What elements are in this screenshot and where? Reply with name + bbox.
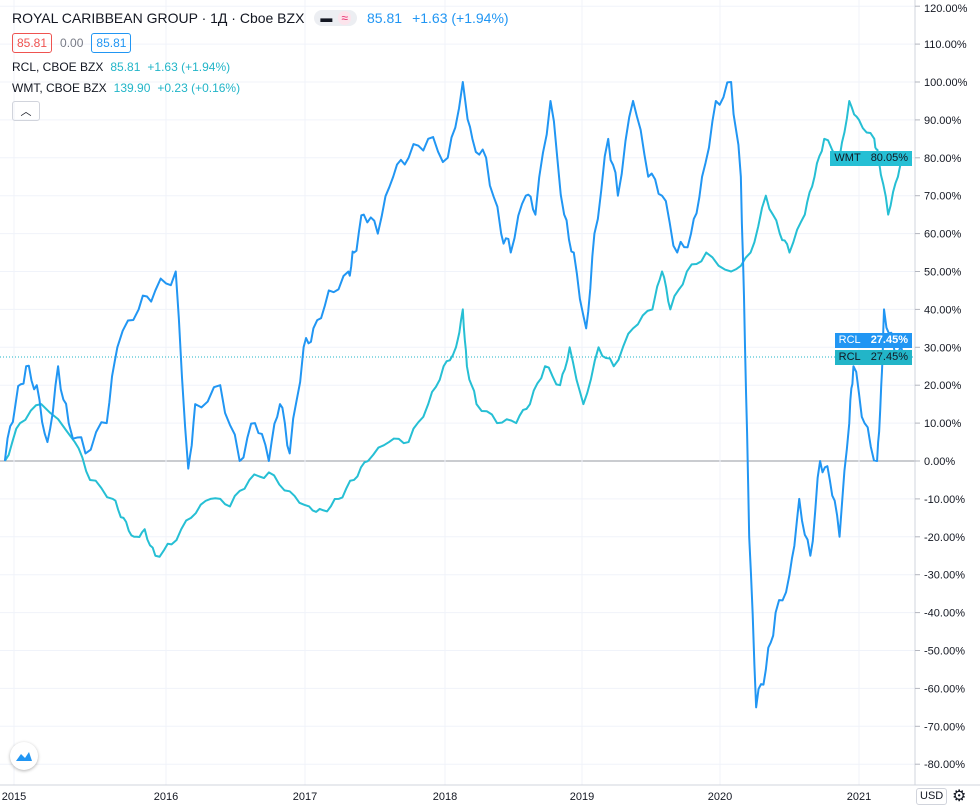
series-line-rcl [3, 81, 905, 709]
chevron-up-icon: ︿ [20, 106, 32, 118]
y-tick-label: 60.00% [924, 229, 962, 241]
y-tick-label: 30.00% [924, 342, 962, 354]
y-tick-label: -20.00% [924, 532, 965, 544]
status-pill[interactable]: ▬ ≈ [314, 10, 358, 26]
x-tick-label: 2018 [433, 791, 457, 803]
price-tag-rcl-compare: RCL 27.45% [834, 350, 912, 365]
legend-change: +0.23 (+0.16%) [157, 81, 241, 95]
tag-symbol: RCL [838, 334, 861, 346]
y-tick-label: -40.00% [924, 608, 965, 620]
header-change: +1.63 (+1.94%) [412, 10, 509, 26]
grid [0, 0, 915, 785]
y-tick-label: -60.00% [924, 683, 965, 695]
legend-item-rcl[interactable]: RCL, CBOE BZX 85.81 +1.63 (+1.94%) [12, 60, 509, 74]
price-tag-rcl: RCL 27.45% [834, 333, 912, 348]
x-tick-label: 2020 [708, 791, 732, 803]
y-tick-label: 70.00% [924, 191, 962, 203]
price-tag-wmt: WMT 80.05% [830, 151, 912, 166]
approx-icon: ≈ [338, 11, 352, 25]
legend-value: 139.90 [113, 81, 151, 95]
y-tick-label: 90.00% [924, 115, 962, 127]
y-tick-label: 50.00% [924, 267, 962, 279]
y-tick-label: -50.00% [924, 646, 965, 658]
legend-value: 85.81 [110, 60, 141, 74]
legend-name: RCL, CBOE BZX [12, 60, 104, 74]
tag-symbol: WMT [834, 152, 861, 164]
y-tick-label: 110.00% [924, 39, 967, 51]
x-tick-label: 2017 [293, 791, 317, 803]
y-tick-label: 120.00% [924, 3, 968, 15]
tag-symbol: RCL [838, 351, 861, 363]
time-axis: 2015 2016 2017 2018 2019 2020 2021 [2, 791, 871, 803]
y-tick-label: 80.00% [924, 153, 962, 165]
y-tick-label: 100.00% [924, 77, 968, 89]
collapse-legend-button[interactable]: ︿ [12, 101, 40, 121]
series-lines [0, 81, 915, 709]
x-tick-label: 2016 [154, 791, 178, 803]
symbol-title[interactable]: ROYAL CARIBBEAN GROUP · 1Д · Cboe BZX [12, 10, 305, 26]
spread: 0.00 [60, 36, 84, 50]
y-tick-label: -10.00% [924, 494, 965, 506]
buy-price-button[interactable]: 85.81 [91, 33, 132, 53]
y-tick-label: -30.00% [924, 570, 965, 582]
currency-button[interactable]: USD [916, 788, 948, 805]
x-tick-label: 2021 [847, 791, 871, 803]
legend-change: +1.63 (+1.94%) [147, 60, 231, 74]
y-tick-label: -80.00% [924, 759, 965, 771]
tag-value: 80.05% [870, 152, 908, 164]
y-tick-label: 20.00% [924, 380, 962, 392]
header-price: 85.81 [367, 10, 403, 26]
tag-value: 27.45% [870, 334, 908, 346]
settings-gear-icon[interactable]: ⚙ [952, 788, 967, 805]
x-tick-label: 2015 [2, 791, 26, 803]
legend: ROYAL CARIBBEAN GROUP · 1Д · Cboe BZX ▬ ≈… [12, 10, 509, 121]
legend-item-wmt[interactable]: WMT, CBOE BZX 139.90 +0.23 (+0.16%) [12, 81, 509, 95]
legend-name: WMT, CBOE BZX [12, 81, 107, 95]
tradingview-logo-icon[interactable] [10, 742, 38, 770]
price-axis: 120.00% 110.00% 100.00% 90.00% 80.00% 70.00% 6… [915, 3, 968, 771]
y-tick-label: 40.00% [924, 304, 962, 316]
sell-price-button[interactable]: 85.81 [12, 33, 53, 53]
x-tick-label: 2019 [570, 791, 594, 803]
series-line-wmt [4, 99, 905, 558]
y-tick-label: 10.00% [924, 418, 962, 430]
minus-icon: ▬ [320, 11, 333, 25]
y-tick-label: 0.00% [924, 456, 955, 468]
y-tick-label: -70.00% [924, 721, 965, 733]
tag-value: 27.45% [870, 351, 908, 363]
